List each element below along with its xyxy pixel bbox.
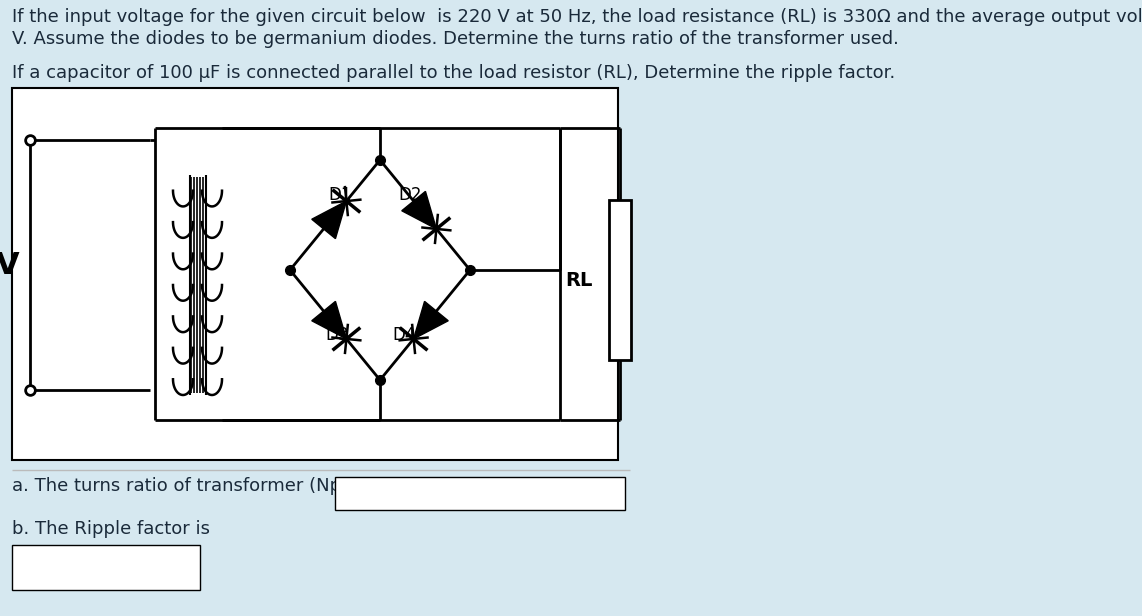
Text: b. The Ripple factor is: b. The Ripple factor is: [13, 520, 210, 538]
Text: V. Assume the diodes to be germanium diodes. Determine the turns ratio of the tr: V. Assume the diodes to be germanium dio…: [13, 30, 899, 48]
Text: a. The turns ratio of transformer (Npri/Nsec) is: a. The turns ratio of transformer (Npri/…: [13, 477, 431, 495]
Polygon shape: [402, 192, 436, 229]
Bar: [335, 477, 625, 510]
Text: D4: D4: [392, 326, 416, 344]
Bar: [13, 545, 200, 590]
Bar: [609, 200, 632, 360]
Polygon shape: [312, 201, 346, 238]
Text: If a capacitor of 100 μF is connected parallel to the load resistor (RL), Determ: If a capacitor of 100 μF is connected pa…: [13, 64, 895, 82]
Text: D3: D3: [325, 326, 348, 344]
Text: If the input voltage for the given circuit below  is 220 V at 50 Hz, the load re: If the input voltage for the given circu…: [13, 8, 1142, 26]
Text: V: V: [0, 251, 19, 280]
Polygon shape: [312, 301, 346, 339]
Polygon shape: [413, 301, 449, 339]
Bar: [13, 88, 618, 460]
Text: D1: D1: [328, 186, 352, 204]
Text: RL: RL: [565, 270, 593, 290]
Text: D2: D2: [399, 186, 421, 204]
